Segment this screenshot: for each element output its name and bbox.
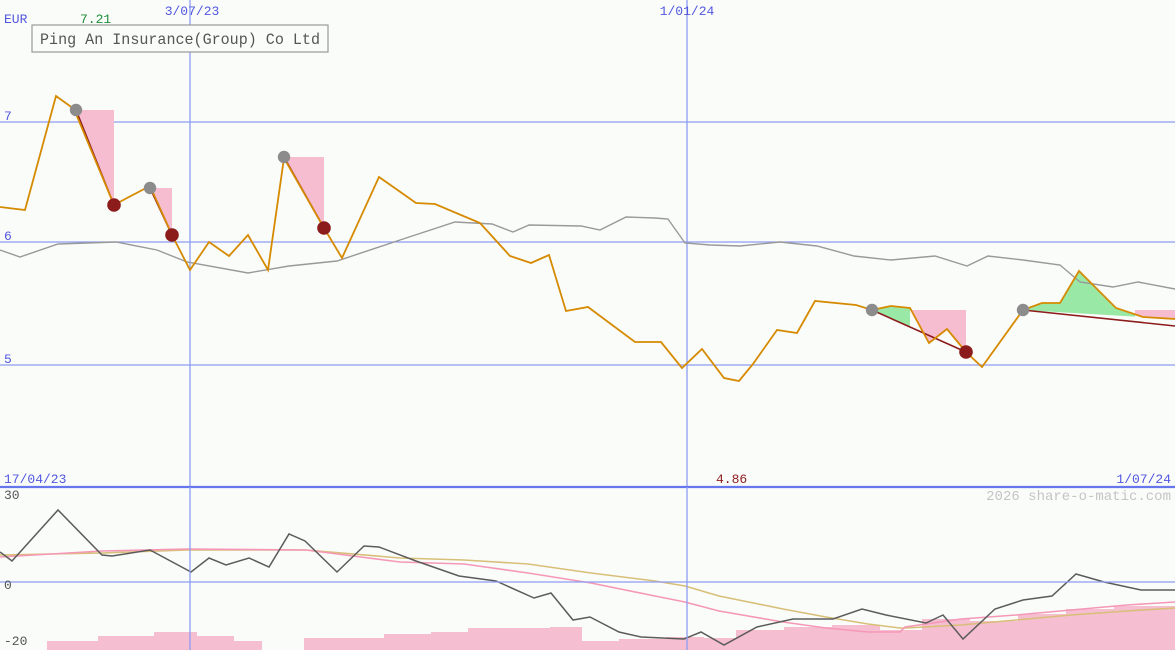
svg-text:Ping An Insurance(Group) Co Lt: Ping An Insurance(Group) Co Ltd — [40, 31, 320, 49]
svg-text:1/01/24: 1/01/24 — [660, 4, 715, 19]
svg-text:30: 30 — [4, 488, 20, 503]
svg-text:0: 0 — [4, 578, 12, 593]
svg-text:2026 share-o-matic.com: 2026 share-o-matic.com — [986, 489, 1171, 505]
svg-text:4.86: 4.86 — [716, 472, 747, 487]
svg-text:7: 7 — [4, 109, 12, 124]
svg-text:6: 6 — [4, 229, 12, 244]
svg-text:17/04/23: 17/04/23 — [4, 472, 66, 487]
svg-text:1/07/24: 1/07/24 — [1116, 472, 1171, 487]
svg-text:5: 5 — [4, 352, 12, 367]
svg-text:3/07/23: 3/07/23 — [165, 4, 220, 19]
svg-text:EUR: EUR — [4, 12, 28, 27]
svg-text:-20: -20 — [4, 634, 27, 649]
